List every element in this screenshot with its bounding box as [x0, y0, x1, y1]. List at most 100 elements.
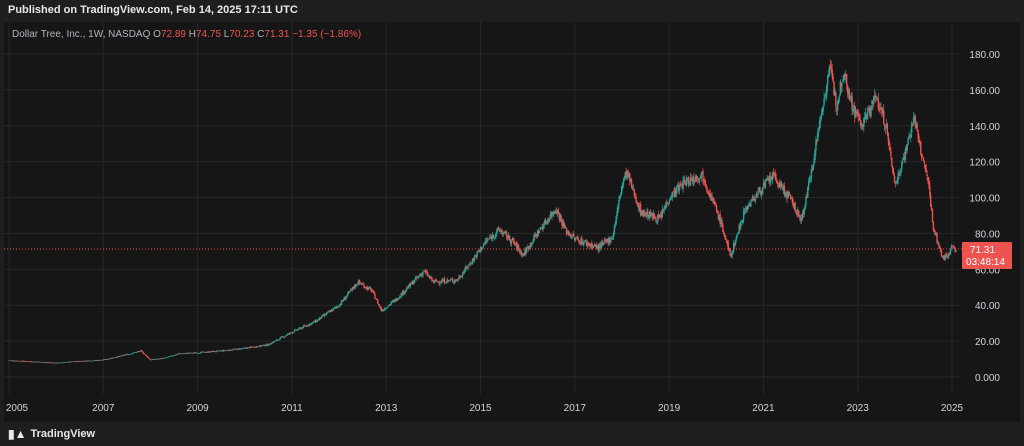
open-label: O: [153, 29, 161, 40]
candle-body: [118, 356, 120, 357]
candle-body: [871, 100, 873, 105]
candle-body: [484, 240, 486, 245]
candle-body: [114, 357, 116, 359]
candle-body: [83, 360, 85, 362]
candle-body: [20, 360, 22, 362]
candle-body: [75, 361, 77, 363]
candle-body: [281, 336, 283, 338]
candle-body: [888, 140, 890, 146]
candle-body: [841, 84, 843, 86]
candle-body: [117, 356, 120, 357]
candle-body: [781, 187, 784, 190]
candle-body: [377, 304, 380, 305]
candle-body: [40, 361, 43, 363]
candle-body: [222, 350, 224, 352]
candle-body: [145, 355, 148, 356]
candle-body: [553, 212, 555, 215]
candle-body: [296, 329, 298, 331]
candle-body: [54, 362, 56, 364]
candle-body: [53, 362, 55, 364]
candle-body: [380, 307, 382, 311]
candle-body: [822, 106, 824, 112]
candle-body: [769, 176, 771, 183]
candle-body: [825, 93, 827, 97]
candle-body: [156, 358, 158, 360]
candle-body: [106, 359, 109, 360]
candle-body: [930, 194, 932, 207]
candle-body: [545, 220, 547, 224]
candle-body: [605, 240, 607, 242]
x-tick-label: 2025: [941, 403, 964, 414]
candle-body: [858, 117, 861, 121]
candle-body: [638, 205, 640, 210]
candle-body: [349, 289, 352, 291]
candle-body: [565, 227, 568, 234]
candle-body: [677, 185, 680, 191]
candle-body: [420, 273, 422, 276]
candle-body: [670, 197, 673, 199]
candle-body: [588, 244, 590, 245]
candle-body: [154, 359, 157, 360]
candle-body: [254, 346, 256, 348]
candle-body: [94, 360, 96, 361]
candle-body: [128, 354, 130, 355]
candle-body: [554, 211, 557, 213]
brand-name: TradingView: [30, 428, 96, 440]
candle-body: [115, 357, 118, 358]
candle-body: [948, 252, 951, 254]
candle-body: [639, 204, 642, 216]
candle-body: [566, 231, 569, 233]
candle-body: [141, 350, 143, 352]
x-tick-label: 2017: [564, 403, 587, 414]
candle-body: [842, 78, 844, 82]
candle-body: [634, 195, 636, 197]
candle-body: [946, 255, 948, 258]
candle-body: [604, 239, 607, 242]
candle-body: [142, 352, 145, 354]
candle-body: [912, 117, 915, 124]
candle-body: [467, 266, 469, 269]
candle-body: [550, 214, 552, 218]
candle-body: [279, 337, 281, 340]
candle-body: [495, 233, 497, 236]
candle-body: [883, 110, 885, 124]
candle-body: [186, 353, 188, 354]
candle-body: [426, 272, 429, 276]
candle-body: [286, 334, 289, 336]
candle-body: [869, 111, 871, 115]
candle-body: [109, 358, 111, 360]
candle-body: [132, 353, 134, 354]
candle-body: [500, 230, 503, 232]
candle-body: [389, 303, 392, 306]
candle-body: [292, 332, 294, 334]
candle-body: [795, 211, 797, 213]
candle-body: [546, 219, 549, 222]
candle-body: [532, 240, 534, 244]
candle-body: [709, 193, 711, 198]
candle-body: [811, 169, 814, 170]
candle-body: [153, 359, 156, 361]
candle-body: [601, 242, 603, 245]
candle-body: [534, 234, 536, 237]
candle-body: [415, 277, 418, 279]
candle-body: [801, 213, 804, 219]
candle-body: [419, 275, 421, 276]
candle-body: [714, 201, 716, 204]
candle-body: [595, 244, 598, 249]
high-value: 74.75: [195, 29, 222, 40]
candle-body: [648, 211, 651, 219]
candle-body: [364, 287, 366, 288]
candle-body: [423, 271, 425, 273]
candle-body: [947, 255, 949, 257]
candle-body: [816, 140, 818, 142]
candle-body: [745, 207, 748, 211]
candle-body: [544, 219, 546, 225]
candle-body: [618, 199, 620, 205]
candle-body: [42, 362, 45, 364]
candle-body: [169, 356, 171, 357]
candle-body: [168, 356, 170, 357]
candle-body: [270, 344, 272, 345]
candle-body: [748, 203, 750, 205]
candle-body: [14, 360, 17, 362]
